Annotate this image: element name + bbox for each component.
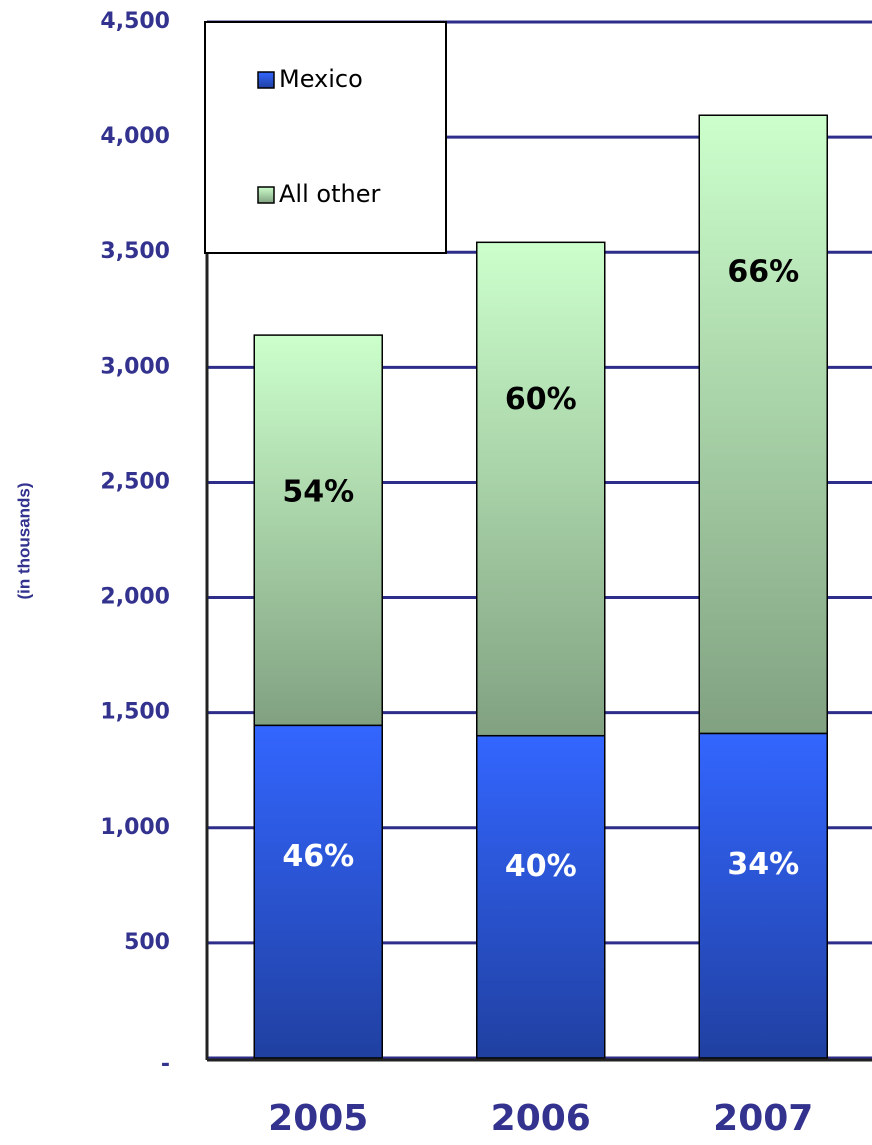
- y-tick-label: 1,500: [100, 700, 170, 725]
- y-tick-label: 4,500: [100, 9, 170, 34]
- legend-label: All other: [279, 180, 380, 208]
- share-label: 34%: [727, 847, 799, 882]
- y-tick-label: 2,000: [100, 585, 170, 610]
- y-tick-label: 500: [124, 930, 170, 955]
- y-tick-label: 2,500: [100, 469, 170, 494]
- bar-segment: [476, 734, 606, 1059]
- legend-label: Mexico: [279, 65, 363, 93]
- y-tick-label: 3,000: [100, 354, 170, 379]
- legend-swatch: [257, 71, 275, 89]
- y-axis-label: (in thousands): [14, 482, 33, 599]
- bar-segment: [253, 334, 383, 727]
- y-tick-label: 1,000: [100, 815, 170, 840]
- bar-segment: [698, 114, 828, 735]
- bar-segment: [476, 241, 606, 737]
- x-tick-label: 2006: [491, 1098, 591, 1139]
- y-tick-label: 4,000: [100, 124, 170, 149]
- x-tick-label: 2007: [713, 1098, 813, 1139]
- bar-segment: [253, 724, 383, 1059]
- legend-swatch: [257, 186, 275, 204]
- bar-segment: [698, 732, 828, 1059]
- y-tick-label: -: [161, 1052, 170, 1077]
- x-tick-label: 2005: [268, 1098, 368, 1139]
- share-label: 40%: [505, 849, 577, 884]
- share-label: 54%: [282, 475, 354, 510]
- legend-box: [204, 21, 447, 254]
- share-label: 66%: [727, 255, 799, 290]
- share-label: 46%: [282, 839, 354, 874]
- y-tick-label: 3,500: [100, 239, 170, 264]
- share-label: 60%: [505, 382, 577, 417]
